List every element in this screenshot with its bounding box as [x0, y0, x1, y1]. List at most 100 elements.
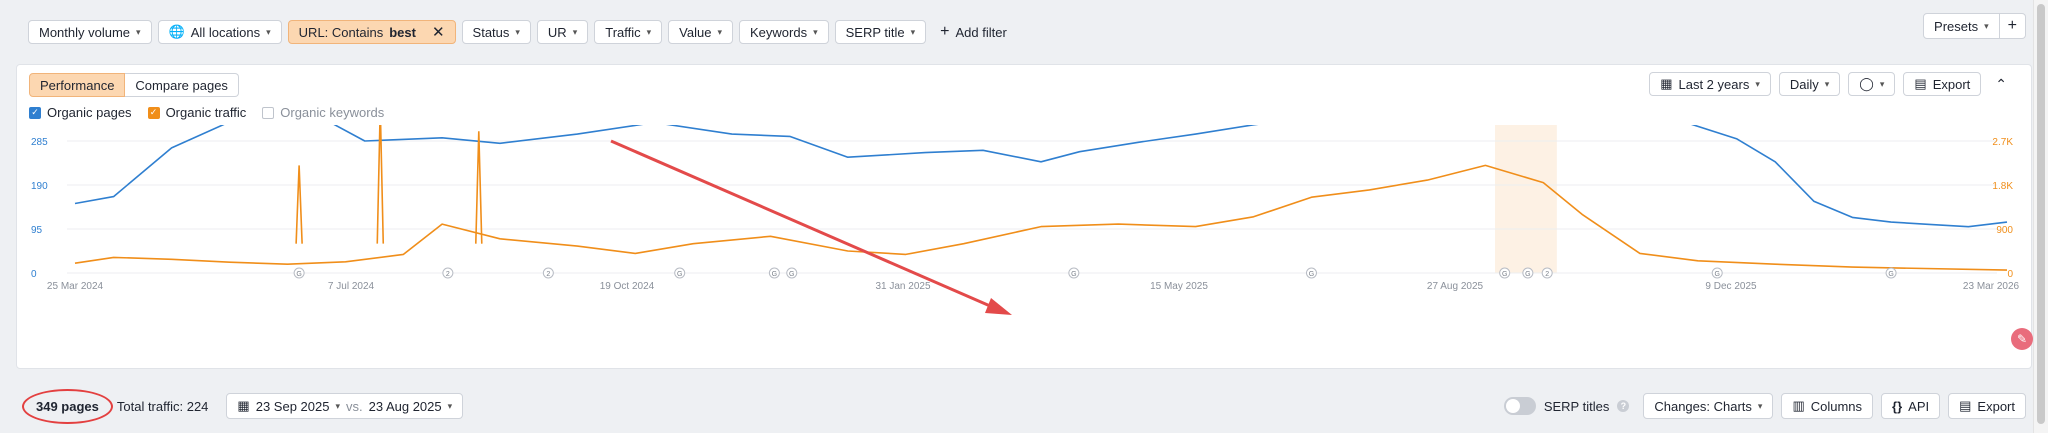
traffic-filter[interactable]: Traffic ▾: [594, 20, 663, 44]
chevron-down-icon: ▾: [1879, 78, 1885, 89]
annotation-marker: [1541, 267, 1553, 279]
calendar-icon: ▦: [237, 398, 250, 413]
chevron-down-icon: ▾: [1757, 400, 1763, 411]
api-button[interactable]: {} API: [1881, 393, 1941, 419]
chevron-down-icon: ▾: [813, 26, 818, 37]
tab-performance[interactable]: Performance: [29, 73, 126, 97]
api-label: API: [1908, 398, 1930, 414]
annotation-marker-label: G: [1502, 271, 1507, 278]
x-tick-label: 7 Jul 2024: [328, 281, 375, 292]
chart-controls: ▦ Last 2 years ▾ Daily ▾ ◯ ▾ ▤ Export ⌃: [1649, 72, 2013, 96]
traffic-label: Traffic: [605, 24, 641, 40]
columns-icon: ▥: [1792, 398, 1805, 413]
traffic-spike: [376, 125, 385, 244]
date-compare-dropdown[interactable]: ▦ 23 Sep 2025 ▾ vs. 23 Aug 2025 ▾: [226, 393, 464, 419]
chevron-down-icon: ▾: [1824, 78, 1830, 89]
export-table-button[interactable]: ▤ Export: [1948, 393, 2026, 419]
locations-label: All locations: [190, 24, 261, 40]
url-filter-value: best: [389, 24, 416, 40]
chevron-down-icon: ▾: [646, 26, 652, 37]
x-tick-label: 31 Jan 2025: [875, 281, 930, 292]
export-table-label: Export: [1977, 398, 2015, 414]
monthly-volume-filter[interactable]: Monthly volume ▾: [28, 20, 152, 44]
legend-organic-traffic[interactable]: ✓ Organic traffic: [147, 105, 247, 120]
presets-label: Presets: [1934, 18, 1979, 34]
legend-organic-keywords-label: Organic keywords: [280, 105, 385, 120]
serp-title-label: SERP title: [845, 24, 905, 40]
chevron-down-icon: ▾: [266, 26, 271, 37]
file-icon: ▤: [1914, 76, 1927, 91]
scrollbar-thumb[interactable]: [2037, 4, 2045, 424]
serp-title-filter[interactable]: SERP title ▾: [834, 20, 927, 44]
presets-group: Presets ▾ +: [1923, 13, 2026, 39]
annotation-marker: [1711, 267, 1723, 279]
date-compare: 23 Aug 2025: [368, 398, 442, 414]
traffic-spike: [474, 131, 483, 244]
interval-dropdown[interactable]: Daily ▾: [1778, 72, 1841, 96]
chevron-down-icon: ▾: [335, 400, 340, 411]
annotation-marker-label: G: [789, 271, 794, 278]
legend-organic-pages-label: Organic pages: [47, 105, 132, 120]
columns-button[interactable]: ▥ Columns: [1781, 393, 1874, 419]
chevron-down-icon: ▾: [717, 26, 722, 37]
right-tick-label: 900: [1996, 225, 2013, 236]
date-range-dropdown[interactable]: ▦ Last 2 years ▾: [1649, 72, 1771, 96]
chevron-down-icon: ▾: [1755, 78, 1760, 89]
assistant-icon[interactable]: ✎: [2011, 328, 2033, 350]
organic-traffic-line: [74, 164, 2008, 271]
serp-titles-toggle[interactable]: [1503, 397, 1536, 415]
changes-dropdown[interactable]: Changes: Charts ▾: [1643, 393, 1774, 419]
annotation-marker: [542, 267, 554, 279]
x-tick-label: 23 Mar 2026: [1963, 281, 2020, 292]
interval-label: Daily: [1789, 76, 1819, 92]
annotation-marker-label: 2: [1545, 271, 1549, 278]
help-icon[interactable]: ?: [1617, 400, 1630, 412]
calendar-icon: ▦: [1660, 76, 1673, 91]
presets-button[interactable]: Presets ▾: [1923, 13, 2000, 39]
add-filter-label: Add filter: [955, 24, 1007, 40]
annotation-marker: [1885, 267, 1897, 279]
plus-icon: +: [2007, 17, 2017, 34]
annotations-dropdown[interactable]: ◯ ▾: [1848, 72, 1896, 96]
locations-filter[interactable]: 🌐 All locations ▾: [157, 20, 282, 44]
right-tick-label: 2.7K: [1992, 137, 2013, 148]
annotation-marker-label: G: [1309, 271, 1314, 278]
close-icon[interactable]: ✕: [431, 24, 445, 41]
collapse-icon[interactable]: ⌃: [1995, 75, 2007, 92]
add-preset-button[interactable]: +: [1999, 13, 2026, 39]
annotation-marker-label: 2: [546, 271, 550, 278]
export-chart-button[interactable]: ▤ Export: [1903, 72, 1982, 96]
date-current: 23 Sep 2025: [255, 398, 330, 414]
arrow-head: [985, 298, 1012, 315]
annotation-marker: [1305, 267, 1317, 279]
checkbox-checked-icon: ✓: [147, 106, 160, 119]
columns-label: Columns: [1810, 398, 1863, 414]
x-tick-label: 19 Oct 2024: [600, 281, 655, 292]
legend-organic-traffic-label: Organic traffic: [165, 105, 247, 120]
chevron-down-icon: ▾: [1984, 20, 1989, 31]
annotation-marker-label: G: [296, 271, 301, 278]
url-filter-label: URL: Contains: [298, 24, 384, 40]
total-traffic: Total traffic: 224: [116, 398, 209, 414]
add-filter-button[interactable]: + Add filter: [940, 23, 1007, 41]
value-filter[interactable]: Value ▾: [668, 20, 733, 44]
url-filter-chip[interactable]: URL: Contains best ✕: [287, 20, 456, 44]
annotation-marker-label: G: [772, 271, 777, 278]
changes-label: Changes: Charts: [1654, 398, 1752, 414]
legend-organic-pages[interactable]: ✓ Organic pages: [29, 105, 132, 120]
pages-count: 349 pages: [22, 388, 113, 424]
chevron-down-icon: ▾: [572, 26, 578, 37]
chart-legend: ✓ Organic pages ✓ Organic traffic Organic …: [29, 105, 384, 120]
tab-compare-pages[interactable]: Compare pages: [125, 73, 239, 97]
results-bar: 349 pages Total traffic: 224 ▦ 23 Sep 20…: [16, 388, 2032, 424]
annotation-marker: [1522, 267, 1534, 279]
legend-organic-keywords[interactable]: Organic keywords: [262, 105, 384, 120]
x-tick-label: 27 Aug 2025: [1427, 281, 1484, 292]
status-filter[interactable]: Status ▾: [461, 20, 531, 44]
annotation-marker-label: G: [677, 271, 682, 278]
chevron-down-icon: ▾: [136, 26, 141, 37]
vs-label: vs.: [345, 398, 363, 414]
keywords-filter[interactable]: Keywords ▾: [739, 20, 829, 44]
ur-filter[interactable]: UR ▾: [536, 20, 589, 44]
scrollbar[interactable]: [2033, 0, 2048, 433]
